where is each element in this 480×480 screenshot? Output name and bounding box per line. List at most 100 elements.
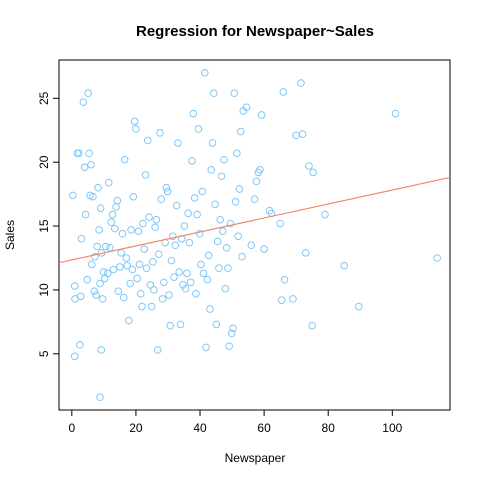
data-point [221, 284, 230, 293]
data-point [184, 209, 192, 218]
data-point [158, 295, 167, 303]
data-point [145, 213, 153, 221]
data-point [110, 224, 119, 233]
data-point [125, 316, 133, 325]
x-tick-label: 40 [193, 421, 207, 435]
data-point [305, 162, 313, 170]
data-point [226, 219, 235, 228]
data-point [109, 265, 118, 274]
data-point [194, 125, 203, 133]
data-point [238, 252, 246, 261]
data-point [94, 183, 102, 192]
data-point [197, 260, 205, 269]
data-point [171, 241, 180, 250]
data-point [147, 302, 156, 311]
data-point [208, 139, 217, 147]
x-axis-label: Newspaper [225, 451, 286, 465]
y-tick-label: 25 [37, 91, 51, 105]
data-point [96, 393, 104, 402]
data-point [96, 204, 105, 212]
data-point [186, 278, 195, 287]
data-point [218, 227, 227, 235]
data-point [198, 187, 207, 196]
data-point [84, 89, 92, 98]
data-point [321, 210, 329, 219]
data-point [256, 166, 264, 174]
data-point [142, 264, 151, 273]
data-point [391, 109, 400, 118]
data-point [193, 210, 201, 219]
data-point [276, 219, 284, 228]
data-point [108, 210, 117, 219]
data-point [250, 195, 259, 204]
data-point [134, 227, 143, 235]
data-point [123, 261, 132, 270]
data-point [212, 320, 221, 329]
data-point [163, 187, 172, 196]
data-point [179, 281, 187, 289]
data-point [116, 263, 124, 271]
data-point [309, 168, 317, 177]
data-point [119, 293, 128, 302]
data-point [233, 149, 241, 158]
data-point [340, 261, 349, 270]
data-point [127, 226, 135, 234]
data-point [211, 200, 219, 209]
data-point [301, 249, 310, 257]
data-point [92, 291, 100, 299]
data-point [189, 109, 198, 118]
chart-title: Regression for Newspaper~Sales [136, 23, 374, 40]
data-point [207, 166, 216, 174]
data-point [143, 136, 152, 145]
data-point [260, 245, 268, 253]
data-point [152, 215, 161, 224]
data-point [242, 103, 251, 112]
x-tick-label: 100 [382, 421, 402, 435]
data-point [308, 321, 316, 330]
data-point [236, 127, 245, 136]
data-point [113, 196, 122, 205]
data-point [103, 269, 112, 278]
data-point [81, 210, 90, 219]
data-point [167, 256, 176, 265]
data-point [298, 130, 307, 138]
data-point [257, 111, 266, 119]
x-tick-label: 0 [68, 421, 75, 435]
data-point [354, 302, 363, 311]
data-point [104, 178, 113, 187]
data-point [165, 291, 173, 299]
regression-line [58, 176, 451, 264]
data-point [292, 131, 300, 140]
y-axis-label: Sales [3, 220, 17, 250]
data-point [162, 183, 171, 192]
data-point [98, 295, 107, 303]
data-point [95, 226, 103, 234]
x-tick-label: 80 [322, 421, 336, 435]
data-point [222, 243, 231, 252]
data-point [230, 89, 239, 98]
data-point [112, 203, 120, 211]
data-point [79, 98, 88, 106]
data-point [132, 125, 140, 133]
data-point [203, 275, 212, 284]
data-point [87, 260, 96, 269]
data-point [280, 275, 289, 284]
data-point [146, 281, 155, 289]
data-point [433, 254, 441, 262]
data-point [195, 229, 204, 238]
data-point [192, 289, 200, 298]
data-point [76, 292, 85, 301]
data-point [114, 287, 123, 296]
data-point [70, 282, 79, 290]
data-point [225, 342, 233, 350]
data-point [89, 192, 97, 201]
data-point [190, 194, 199, 202]
data-point [156, 129, 164, 137]
data-point [153, 346, 162, 354]
data-point [87, 160, 95, 169]
data-point [101, 242, 110, 251]
data-point [83, 275, 92, 284]
data-point [180, 222, 189, 230]
data-point [77, 235, 86, 243]
data-point [122, 254, 131, 262]
